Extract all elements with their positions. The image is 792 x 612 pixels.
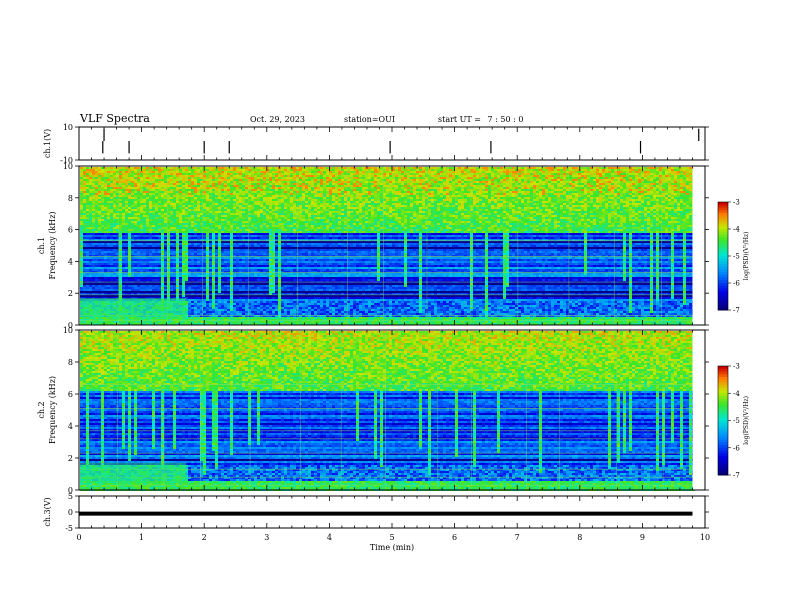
ch2-spec-colorbar-tick-label: -6 bbox=[733, 444, 740, 452]
x-tick-label: 3 bbox=[264, 533, 269, 542]
ch1-spec-y-tick-label: 8 bbox=[68, 194, 73, 203]
x-tick-label: 6 bbox=[452, 533, 457, 542]
ch1-spec-y-tick-label: 6 bbox=[68, 226, 73, 235]
ch2-spec-y-tick-label: 2 bbox=[68, 454, 73, 463]
x-tick-label: 9 bbox=[640, 533, 645, 542]
x-tick-label: 5 bbox=[389, 533, 394, 542]
ch1-spec-colorbar-tick-label: -4 bbox=[733, 226, 740, 234]
ch2-spec-y-tick-label: 6 bbox=[68, 390, 73, 399]
ch2-spec-image bbox=[80, 330, 705, 491]
ch2-spec-empty-region bbox=[692, 330, 705, 490]
ch1-wave-y-axis: 10-10 bbox=[60, 123, 709, 165]
ch1-spec-colorbar-tick-label: -7 bbox=[733, 307, 740, 315]
x-axis-label: Time (min) bbox=[370, 543, 414, 552]
ch1-spec-colorbar: -3 -4 -5 -6 -7 log(PSD)(V²/Hz) bbox=[718, 199, 750, 315]
ch2-spec-lowfreq-band bbox=[80, 463, 186, 482]
ch1-spec-colorbar-tick-label: -6 bbox=[733, 280, 740, 288]
ch2-spec-y-tick-label: 10 bbox=[63, 326, 73, 335]
ch3-wave-y-label: ch.3(V) bbox=[43, 497, 52, 526]
ch1-wave-y-tick-label: 10 bbox=[63, 123, 73, 132]
ch3-wave-y-tick-label: 0 bbox=[68, 508, 73, 517]
vlf-spectra-figure: 10-10ch.1(V)0246810ch.1 Frequency (kHz)-3… bbox=[0, 0, 792, 612]
ch1-spec-colorbar-tick-label: -5 bbox=[733, 253, 740, 261]
ch1-spec-colorbar-label: log(PSD)(V²/Hz) bbox=[743, 232, 750, 281]
ch2-spec-y-label-freq: Frequency (kHz) bbox=[48, 376, 57, 444]
x-tick-label: 10 bbox=[700, 533, 710, 542]
ch2-spec-colorbar-label: log(PSD)(V²/Hz) bbox=[743, 396, 750, 445]
ch1-wave-y-label: ch.1(V) bbox=[43, 129, 52, 158]
x-tick-label: 7 bbox=[515, 533, 520, 542]
ch3-wave-y-tick-label: -5 bbox=[65, 524, 73, 533]
ch1-spec-y-tick-label: 2 bbox=[68, 289, 73, 298]
x-tick-label: 4 bbox=[327, 533, 332, 542]
ch1-spec-colorbar-tick-label: -3 bbox=[733, 199, 740, 207]
ch1-spec-y-tick-label: 4 bbox=[68, 257, 73, 266]
ch2-spec-y-label-channel: ch.2 bbox=[37, 401, 46, 418]
ch2-spec-colorbar-tick-label: -4 bbox=[733, 390, 740, 398]
ch1-spec-empty-region bbox=[692, 166, 705, 325]
x-tick-label: 8 bbox=[577, 533, 582, 542]
ch2-spec-y-tick-label: 8 bbox=[68, 358, 73, 367]
ch1-spec-y-label-channel: ch.1 bbox=[37, 237, 46, 254]
x-tick-label: 0 bbox=[76, 533, 81, 542]
x-tick-label: 1 bbox=[139, 533, 144, 542]
ch3-wave-y-tick-label: 5 bbox=[68, 492, 73, 501]
ch1-spec-lowfreq-band bbox=[80, 298, 186, 317]
x-tick-label: 2 bbox=[202, 533, 207, 542]
ch2-spec-colorbar-tick-label: -3 bbox=[733, 363, 740, 371]
ch1-spec-y-tick-label: 10 bbox=[63, 162, 73, 171]
ch2-spec-colorbar-tick-label: -5 bbox=[733, 417, 740, 425]
ch2-spec-colorbar: -3 -4 -5 -6 -7 log(PSD)(V²/Hz) bbox=[718, 363, 750, 480]
ch2-spec-colorbar-tick-label: -7 bbox=[733, 472, 740, 480]
ch1-spec-image bbox=[80, 166, 705, 325]
ch1-wave-axes bbox=[79, 127, 705, 160]
ch2-spec-y-tick-label: 4 bbox=[68, 422, 73, 431]
ch1-spec-y-label-freq: Frequency (kHz) bbox=[48, 211, 57, 279]
